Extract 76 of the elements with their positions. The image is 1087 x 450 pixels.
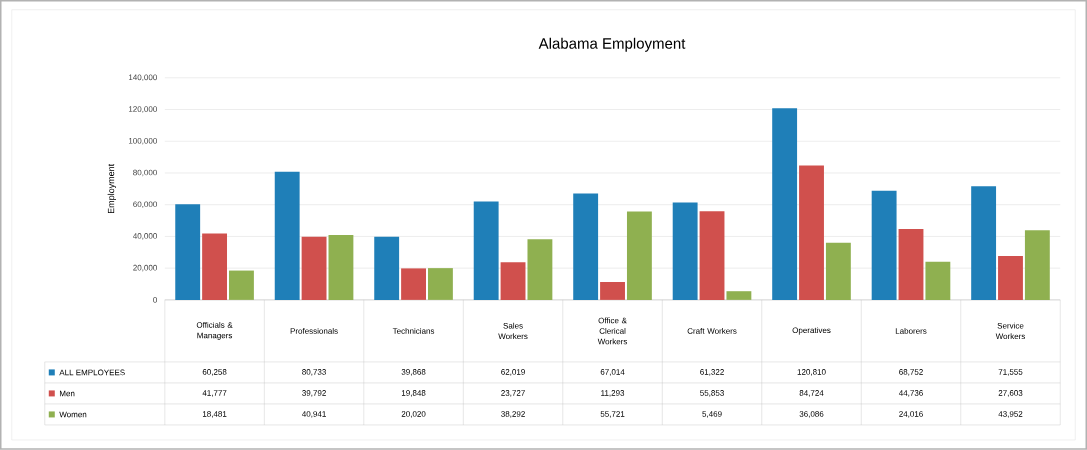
- bar: [925, 261, 951, 301]
- data-label: 80,733: [302, 369, 326, 376]
- legend-label: Women: [59, 411, 87, 418]
- data-label: 68,752: [899, 369, 923, 376]
- data-label: 36,086: [799, 411, 824, 418]
- data-label: 44,736: [898, 390, 923, 397]
- data-label: 23,727: [501, 390, 525, 397]
- y-tick-label: 80,000: [133, 169, 157, 177]
- bar: [871, 190, 897, 301]
- y-tick-label: 100,000: [128, 138, 157, 145]
- chart-title: Alabama Employment: [538, 37, 686, 52]
- y-tick-label: 20,000: [133, 264, 157, 272]
- x-tick-label: Craft Workers: [687, 328, 737, 334]
- data-label: 11,293: [601, 390, 625, 397]
- bar: [500, 262, 526, 301]
- x-tick-label: Technicians: [392, 328, 435, 334]
- data-label: 43,952: [998, 411, 1023, 418]
- x-tick-label: Officials & Managers: [196, 322, 233, 341]
- data-label: 19,848: [401, 390, 426, 397]
- data-label: 27,603: [998, 390, 1023, 397]
- bar: [202, 233, 228, 301]
- y-axis-title: Employment: [107, 164, 116, 214]
- bar: [301, 236, 327, 301]
- y-tick-label: 0: [153, 297, 157, 303]
- bar: [699, 211, 725, 301]
- bar: [328, 235, 354, 301]
- data-label: 38,292: [501, 411, 525, 418]
- bar: [1024, 230, 1050, 301]
- bar: [898, 229, 924, 301]
- data-label: 18,481: [202, 411, 227, 418]
- bar: [401, 268, 426, 301]
- x-tick-label: Service Workers: [995, 322, 1026, 340]
- x-tick-label: Office & Clerical Workers: [597, 317, 628, 345]
- bar: [772, 108, 798, 301]
- legend-label: Men: [59, 390, 75, 397]
- y-tick-label: 60,000: [133, 201, 157, 209]
- bar: [527, 239, 553, 301]
- data-label: 62,019: [501, 369, 525, 376]
- bar: [672, 202, 698, 301]
- data-label: 5,469: [702, 411, 722, 418]
- data-label: 39,868: [401, 369, 426, 376]
- bar: [274, 171, 300, 301]
- data-label: 84,724: [799, 390, 824, 397]
- data-label: 60,258: [202, 369, 227, 376]
- bar: [600, 282, 625, 301]
- data-label: 20,020: [401, 411, 426, 418]
- data-label: 24,016: [899, 411, 923, 418]
- data-label: 61,322: [700, 369, 724, 376]
- x-tick-label: Laborers: [895, 328, 927, 334]
- x-tick-label: Operatives: [792, 327, 831, 335]
- bar: [473, 201, 499, 301]
- bar: [825, 242, 851, 301]
- y-tick-label: 120,000: [128, 106, 157, 113]
- bar: [726, 291, 752, 301]
- data-label: 120,810: [797, 369, 826, 376]
- bar: [799, 165, 824, 301]
- data-label: 41,777: [202, 390, 227, 397]
- bar: [374, 236, 400, 301]
- data-label: 39,792: [302, 390, 326, 397]
- data-label: 55,853: [700, 390, 724, 397]
- bar: [971, 186, 997, 301]
- bar: [175, 204, 201, 301]
- y-tick-label: 40,000: [133, 233, 157, 240]
- data-label: 55,721: [600, 411, 625, 418]
- data-label: 40,941: [302, 411, 326, 418]
- bar: [229, 270, 254, 301]
- bar: [998, 256, 1023, 301]
- bar: [573, 193, 599, 301]
- bar: [427, 268, 453, 301]
- x-tick-label: Professionals: [290, 328, 338, 334]
- bar: [626, 211, 652, 301]
- data-label: 71,555: [998, 369, 1023, 376]
- legend-label: ALL EMPLOYEES: [59, 369, 125, 376]
- x-tick-label: Sales Workers: [498, 322, 528, 340]
- y-tick-label: 140,000: [128, 74, 157, 82]
- data-label: 67,014: [600, 369, 625, 376]
